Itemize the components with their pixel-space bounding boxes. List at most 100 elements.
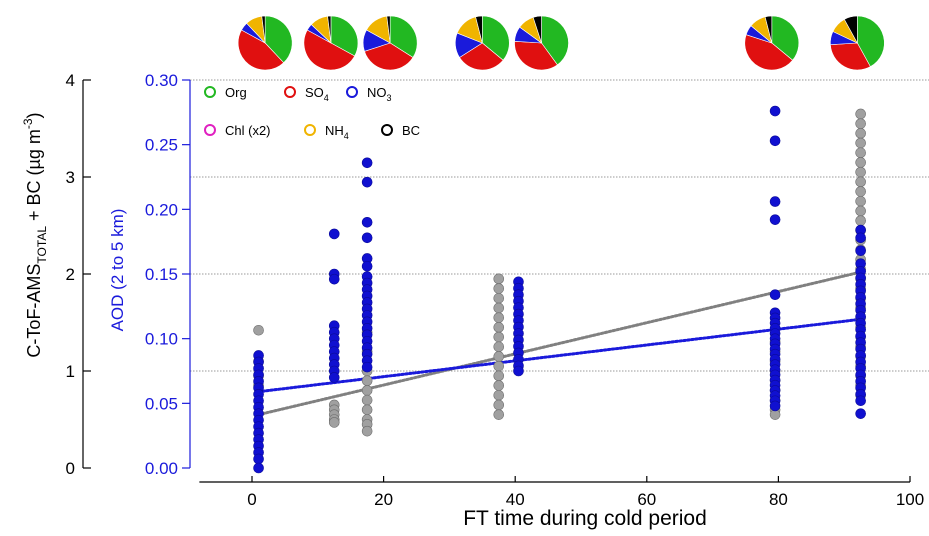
pie-inset-5 [744, 15, 800, 71]
mass-point-12 [361, 375, 373, 387]
mass-point-48 [855, 157, 866, 168]
legend-marker-chl [204, 124, 216, 136]
mass-point-23 [493, 312, 505, 323]
legend-entry-no3: NO3 [346, 85, 392, 103]
mass-point-21 [493, 292, 505, 304]
pie-6-slice-org [857, 15, 885, 68]
mass-point-18 [361, 425, 373, 437]
aod-point-18 [328, 228, 340, 240]
aod-tick-label-5: 0.25 [145, 136, 178, 155]
mass-point-51 [855, 186, 866, 197]
mass-point-19 [493, 273, 505, 285]
legend-label-nh4: NH4 [325, 123, 349, 141]
legend-entry-org: Org [204, 85, 247, 100]
trend-lines [257, 270, 863, 417]
legend-marker-no3 [346, 86, 358, 98]
legend-entry-so4: SO4 [284, 85, 329, 103]
pie-1-slice-bc [327, 15, 332, 44]
x-tick-label-2: 40 [506, 490, 525, 509]
aod-tick-label-4: 0.20 [145, 200, 178, 219]
pie-inset-1 [303, 15, 359, 71]
aod-point-32 [361, 216, 373, 228]
aod-point-29 [328, 372, 340, 383]
trend-line-1 [257, 317, 863, 394]
composition-pie-insets [237, 15, 885, 71]
trend-line-0 [257, 270, 863, 417]
pie-4-slice-so4 [514, 40, 558, 71]
legend-label-chl: Chl (x2) [225, 123, 271, 138]
mass-point-25 [493, 331, 505, 343]
mass-point-44 [855, 118, 866, 129]
data-points [253, 105, 866, 474]
mass-point-24 [493, 322, 505, 333]
aod-y-axis: 0.00 0.05 0.10 0.15 0.20 0.25 0.30 [145, 71, 191, 478]
aod-point-91 [855, 232, 866, 244]
left-tick-label-1: 1 [66, 362, 75, 381]
aod-point-114 [855, 395, 866, 407]
gridlines [190, 79, 929, 372]
pie-0-slice-org [264, 15, 293, 64]
aod-point-68 [769, 196, 781, 207]
aod-point-20 [328, 273, 340, 285]
legend-entry-nh4: NH4 [304, 123, 349, 141]
aod-point-92 [855, 245, 866, 257]
aod-point-65 [513, 365, 524, 377]
mass-point-53 [855, 205, 866, 217]
aod-point-33 [361, 232, 373, 244]
aod-point-69 [769, 214, 781, 225]
aod-point-16 [253, 453, 264, 465]
legend-marker-so4 [284, 86, 296, 98]
mass-point-47 [855, 147, 866, 159]
x-axis-label: FT time during cold period [463, 507, 707, 530]
x-tick-label-1: 20 [374, 490, 393, 509]
x-tick-label-3: 60 [637, 490, 656, 509]
left-axis-label: C-ToF-AMSTOTAL + BC (µg m-3) [21, 112, 49, 357]
x-axis: 0 20 40 60 80 100 [199, 476, 924, 509]
x-tick-label-0: 0 [247, 490, 256, 509]
pie-4-slice-bc [532, 15, 542, 44]
pie-inset-3 [455, 15, 510, 71]
pie-4-slice-org [541, 15, 569, 66]
aod-tick-label-3: 0.15 [145, 265, 178, 284]
pie-2-slice-bc [386, 15, 391, 44]
left-tick-label-0: 0 [66, 459, 75, 478]
left-tick-label-3: 3 [66, 168, 75, 187]
aod-point-67 [769, 135, 781, 147]
aod-tick-label-1: 0.05 [145, 394, 178, 413]
legend-entry-chl: Chl (x2) [204, 123, 271, 138]
pie-5-slice-so4 [744, 34, 794, 71]
pie-1-slice-org [330, 15, 359, 57]
pie-inset-4 [514, 15, 569, 71]
x-tick-label-4: 80 [769, 490, 788, 509]
pie-6-slice-so4 [830, 42, 871, 71]
mass-point-29 [493, 370, 505, 382]
mass-point-20 [493, 283, 505, 294]
mass-point-22 [493, 302, 505, 314]
mass-point-8 [328, 417, 340, 428]
mass-point-32 [493, 399, 505, 411]
legend-label-bc: BC [402, 123, 420, 138]
mass-point-26 [493, 341, 505, 353]
mass-point-31 [493, 389, 505, 401]
pie-5-slice-bc [764, 15, 773, 44]
pie-5-slice-org [771, 15, 800, 61]
mass-point-14 [361, 394, 373, 406]
pie-2-slice-so4 [364, 42, 414, 71]
legend-marker-nh4 [304, 124, 316, 136]
aod-point-31 [361, 176, 373, 188]
aod-point-70 [769, 289, 781, 300]
pie-6-slice-bc [843, 15, 858, 44]
legend-label-org: Org [225, 85, 247, 100]
mass-point-50 [855, 176, 866, 188]
pie-0-slice-so4 [237, 29, 285, 71]
pie-0-slice-bc [261, 15, 266, 44]
aod-axis-label: AOD (2 to 5 km) [108, 209, 127, 332]
pie-1-slice-so4 [303, 29, 356, 71]
mass-point-0 [253, 324, 264, 336]
left-tick-label-4: 4 [66, 71, 75, 90]
aod-tick-label-2: 0.10 [145, 330, 178, 349]
aod-point-115 [855, 408, 866, 419]
left-tick-label-2: 2 [66, 265, 75, 284]
